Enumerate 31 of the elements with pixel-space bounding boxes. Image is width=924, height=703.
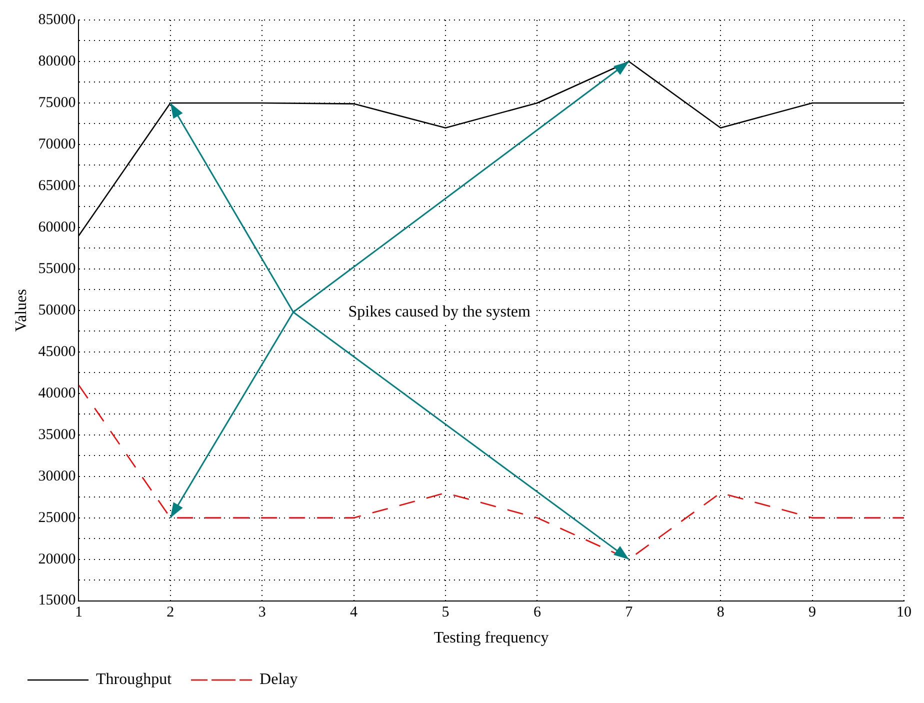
y-tick-label: 50000 <box>38 302 76 318</box>
x-tick-label: 8 <box>716 604 724 621</box>
y-tick-label: 40000 <box>38 385 76 402</box>
x-axis-title: Testing frequency <box>434 630 549 647</box>
y-tick-label: 55000 <box>38 260 76 277</box>
x-tick-label: 7 <box>625 604 634 621</box>
x-tick-label: 3 <box>258 604 266 621</box>
y-tick-label: 70000 <box>38 136 76 152</box>
y-tick-label: 20000 <box>38 551 76 568</box>
legend-label: Throughput <box>96 671 172 688</box>
annotation: Spikes caused by the system <box>348 303 532 320</box>
y-tick-label: 30000 <box>38 468 76 484</box>
x-tick-label: 6 <box>533 604 542 621</box>
x-tick-label: 4 <box>350 604 358 621</box>
y-tick-label: 80000 <box>38 53 76 70</box>
y-tick-label: 15000 <box>38 592 76 609</box>
x-tick-label: 10 <box>896 604 912 621</box>
x-tick-label: 9 <box>808 604 816 621</box>
y-tick-label: 85000 <box>38 12 76 28</box>
y-tick-label: 25000 <box>38 510 76 526</box>
legend-label: Delay <box>260 671 298 688</box>
y-tick-label: 65000 <box>38 178 76 194</box>
x-tick-label: 5 <box>442 604 450 621</box>
y-tick-label: 60000 <box>38 219 76 236</box>
x-tick-label: 2 <box>166 604 174 621</box>
y-tick-label: 75000 <box>38 94 76 111</box>
y-tick-label: 45000 <box>38 344 76 360</box>
x-tick-label: 1 <box>74 604 82 621</box>
y-axis-title: Values <box>12 289 30 332</box>
y-tick-label: 35000 <box>38 426 76 443</box>
line-series <box>78 384 904 560</box>
